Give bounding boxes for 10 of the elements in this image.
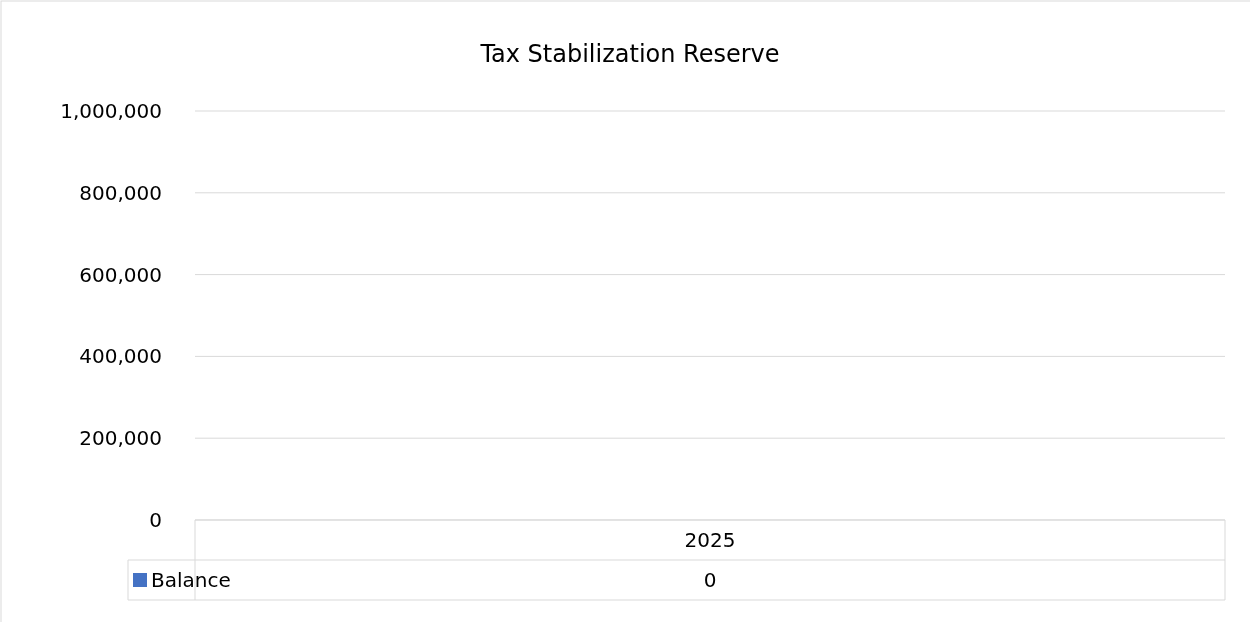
legend-label: Balance bbox=[151, 568, 231, 592]
y-tick-label: 400,000 bbox=[79, 344, 162, 369]
y-tick-label: 200,000 bbox=[79, 426, 162, 451]
x-tick-label: 2025 bbox=[684, 528, 736, 552]
y-tick-label: 1,000,000 bbox=[60, 98, 162, 123]
data-label: 0 bbox=[703, 568, 717, 592]
y-tick-label: 0 bbox=[149, 507, 162, 532]
chart-title: Tax Stabilization Reserve bbox=[479, 40, 780, 68]
y-tick-label: 800,000 bbox=[79, 180, 162, 205]
y-tick-label: 600,000 bbox=[79, 262, 162, 287]
